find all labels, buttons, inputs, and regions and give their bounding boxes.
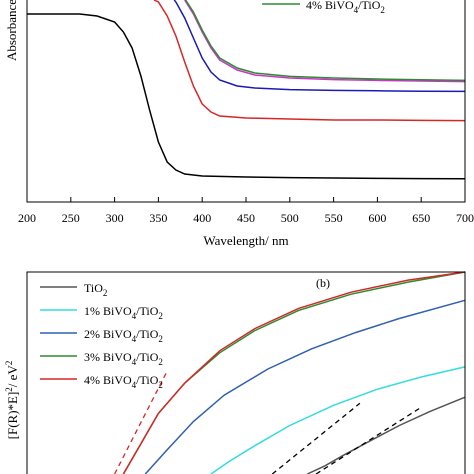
x-tick-label: 650 [412, 211, 430, 225]
x-tick-label: 550 [325, 211, 343, 225]
legend-subscript: 2 [380, 5, 385, 15]
series-line [27, 13, 466, 180]
absorbance-chart: Absorbance 200 250 300 350 400 450 500 550 600 65… [4, 0, 474, 248]
series-line [122, 271, 466, 474]
legend-entry-label: 4% BiVO4/TiO2 [306, 0, 385, 15]
legend-entry-label: TiO2 [84, 281, 107, 298]
legend-subscript: 4 [132, 334, 137, 344]
series-line [184, 0, 466, 83]
legend-text-part: 4% BiVO [306, 0, 354, 12]
legend-entry-label: 1% BiVO4/TiO2 [84, 304, 163, 321]
tangent-line [114, 370, 168, 474]
legend-subscript: 4 [132, 380, 137, 390]
series-line [144, 299, 466, 474]
legend-text-part: TiO [84, 281, 103, 295]
legend-text-part: 2% BiVO [84, 327, 132, 341]
legend-entry-text: 4% BiVO4/TiO2 [306, 0, 385, 15]
legend-subscript: 4 [132, 311, 137, 321]
legend-subscript: 2 [103, 288, 108, 298]
x-tick-label: 300 [106, 211, 124, 225]
legend-entry-label: 2% BiVO4/TiO2 [84, 327, 163, 344]
x-tick-label: 700 [456, 211, 474, 225]
y-axis-title-unit: / eV [5, 365, 20, 388]
tangent-line [271, 402, 361, 474]
tangent-line [315, 406, 422, 474]
series-line [184, 0, 466, 82]
series-line [153, 0, 466, 122]
x-tick-label: 200 [18, 211, 36, 225]
series-line [122, 271, 466, 474]
legend-entry-label: 4% BiVO4/TiO2 [84, 373, 163, 390]
series-line [173, 0, 466, 93]
legend-subscript: 2 [158, 311, 163, 321]
legend-subscript: 4 [354, 5, 359, 15]
legend-subscript: 2 [158, 380, 163, 390]
legend-subscript: 4 [132, 357, 137, 367]
x-tick-label: 250 [62, 211, 80, 225]
y-axis-title: [F(R)*E]2/ eV2 [4, 361, 20, 440]
plot-frame [26, 0, 466, 203]
legend-text-part: /TiO [136, 373, 159, 387]
series-line [210, 366, 466, 474]
legend-text-part: /TiO [358, 0, 381, 12]
legend-subscript: 2 [158, 334, 163, 344]
legend-subscript: 2 [158, 357, 163, 367]
legend: 4% BiVO4/TiO2 [262, 0, 385, 15]
x-tick-label: 600 [368, 211, 386, 225]
plot-frame [26, 271, 466, 474]
series-line [306, 396, 466, 474]
x-axis-title: Wavelength/ nm [203, 233, 288, 248]
x-tick-label: 500 [281, 211, 299, 225]
panel-label: (b) [316, 276, 330, 290]
y-axis-title: Absorbance [4, 0, 19, 61]
legend-text-part: 1% BiVO [84, 304, 132, 318]
legend-text-part: /TiO [136, 327, 159, 341]
x-tick-label: 350 [149, 211, 167, 225]
legend-text-part: /TiO [136, 304, 159, 318]
y-axis-title-unit-sup: 2 [4, 361, 14, 366]
y-axis-title-sup: 2 [4, 387, 14, 392]
legend-text-part: 4% BiVO [84, 373, 132, 387]
y-axis-title-main: [F(R)*E] [5, 392, 20, 440]
legend-entry-label: 3% BiVO4/TiO2 [84, 350, 163, 367]
x-tick-label: 400 [193, 211, 211, 225]
legend-text-part: /TiO [136, 350, 159, 364]
legend-text-part: 3% BiVO [84, 350, 132, 364]
x-tick-label: 450 [237, 211, 255, 225]
